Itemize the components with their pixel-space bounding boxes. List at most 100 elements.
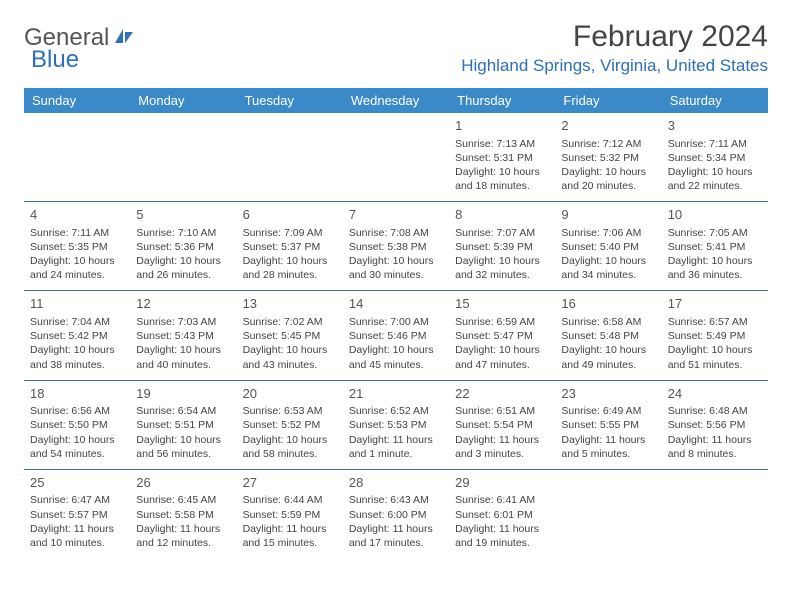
day-number: 16 xyxy=(561,295,655,313)
daylight-line: Daylight: 10 hours and 38 minutes. xyxy=(30,343,124,371)
day-cell: 5Sunrise: 7:10 AMSunset: 5:36 PMDaylight… xyxy=(130,202,236,291)
sunset-line: Sunset: 5:58 PM xyxy=(136,508,230,522)
sunrise-line: Sunrise: 6:58 AM xyxy=(561,315,655,329)
daylight-line: Daylight: 11 hours and 19 minutes. xyxy=(455,522,549,550)
sunset-line: Sunset: 5:48 PM xyxy=(561,329,655,343)
sunset-line: Sunset: 5:55 PM xyxy=(561,418,655,432)
sunrise-line: Sunrise: 7:07 AM xyxy=(455,226,549,240)
sunrise-line: Sunrise: 6:54 AM xyxy=(136,404,230,418)
title-block: February 2024 Highland Springs, Virginia… xyxy=(461,20,768,76)
calendar-head: SundayMondayTuesdayWednesdayThursdayFrid… xyxy=(24,88,768,113)
day-number: 13 xyxy=(243,295,337,313)
day-number: 29 xyxy=(455,474,549,492)
day-number: 18 xyxy=(30,385,124,403)
day-cell: 26Sunrise: 6:45 AMSunset: 5:58 PMDayligh… xyxy=(130,469,236,558)
sunrise-line: Sunrise: 7:09 AM xyxy=(243,226,337,240)
sunrise-line: Sunrise: 6:43 AM xyxy=(349,493,443,507)
logo-text-blue: Blue xyxy=(31,46,79,73)
day-cell: 29Sunrise: 6:41 AMSunset: 6:01 PMDayligh… xyxy=(449,469,555,558)
sunset-line: Sunset: 5:53 PM xyxy=(349,418,443,432)
empty-cell xyxy=(662,469,768,558)
sunset-line: Sunset: 5:46 PM xyxy=(349,329,443,343)
daylight-line: Daylight: 11 hours and 3 minutes. xyxy=(455,433,549,461)
sunrise-line: Sunrise: 7:06 AM xyxy=(561,226,655,240)
sunrise-line: Sunrise: 6:57 AM xyxy=(668,315,762,329)
day-number: 9 xyxy=(561,206,655,224)
sunset-line: Sunset: 5:38 PM xyxy=(349,240,443,254)
day-number: 27 xyxy=(243,474,337,492)
sunrise-line: Sunrise: 7:05 AM xyxy=(668,226,762,240)
daylight-line: Daylight: 10 hours and 49 minutes. xyxy=(561,343,655,371)
sunset-line: Sunset: 5:41 PM xyxy=(668,240,762,254)
sunset-line: Sunset: 5:49 PM xyxy=(668,329,762,343)
dow-row: SundayMondayTuesdayWednesdayThursdayFrid… xyxy=(24,88,768,113)
dow-header: Monday xyxy=(130,88,236,113)
calendar-row: 11Sunrise: 7:04 AMSunset: 5:42 PMDayligh… xyxy=(24,291,768,380)
sunset-line: Sunset: 5:40 PM xyxy=(561,240,655,254)
day-cell: 23Sunrise: 6:49 AMSunset: 5:55 PMDayligh… xyxy=(555,380,661,469)
day-number: 14 xyxy=(349,295,443,313)
dow-header: Thursday xyxy=(449,88,555,113)
day-cell: 8Sunrise: 7:07 AMSunset: 5:39 PMDaylight… xyxy=(449,202,555,291)
logo-text-blue-wrap: Blue xyxy=(31,46,79,74)
dow-header: Tuesday xyxy=(237,88,343,113)
daylight-line: Daylight: 10 hours and 40 minutes. xyxy=(136,343,230,371)
day-cell: 20Sunrise: 6:53 AMSunset: 5:52 PMDayligh… xyxy=(237,380,343,469)
day-number: 4 xyxy=(30,206,124,224)
sunrise-line: Sunrise: 7:11 AM xyxy=(30,226,124,240)
daylight-line: Daylight: 11 hours and 10 minutes. xyxy=(30,522,124,550)
day-cell: 15Sunrise: 6:59 AMSunset: 5:47 PMDayligh… xyxy=(449,291,555,380)
day-number: 2 xyxy=(561,117,655,135)
sunrise-line: Sunrise: 7:13 AM xyxy=(455,137,549,151)
day-cell: 22Sunrise: 6:51 AMSunset: 5:54 PMDayligh… xyxy=(449,380,555,469)
sunset-line: Sunset: 5:31 PM xyxy=(455,151,549,165)
sunset-line: Sunset: 5:51 PM xyxy=(136,418,230,432)
daylight-line: Daylight: 10 hours and 54 minutes. xyxy=(30,433,124,461)
sunrise-line: Sunrise: 7:10 AM xyxy=(136,226,230,240)
dow-header: Wednesday xyxy=(343,88,449,113)
day-number: 3 xyxy=(668,117,762,135)
daylight-line: Daylight: 11 hours and 1 minute. xyxy=(349,433,443,461)
day-number: 28 xyxy=(349,474,443,492)
calendar-row: 4 Sunrise: 7:11 AMSunset: 5:35 PM Daylight… xyxy=(24,202,768,291)
sunrise-line: Sunrise: 6:48 AM xyxy=(668,404,762,418)
day-cell: 3Sunrise: 7:11 AMSunset: 5:34 PMDaylight… xyxy=(662,113,768,202)
day-cell: 2Sunrise: 7:12 AMSunset: 5:32 PMDaylight… xyxy=(555,113,661,202)
sunset-line: Sunset: 6:01 PM xyxy=(455,508,549,522)
sunset-line: Sunset: 5:45 PM xyxy=(243,329,337,343)
calendar-row: 18Sunrise: 6:56 AMSunset: 5:50 PMDayligh… xyxy=(24,380,768,469)
daylight-line: Daylight: 10 hours and 20 minutes. xyxy=(561,165,655,193)
calendar-row: 25Sunrise: 6:47 AMSunset: 5:57 PMDayligh… xyxy=(24,469,768,558)
sunset-line: Sunset: 5:57 PM xyxy=(30,508,124,522)
dow-header: Friday xyxy=(555,88,661,113)
daylight-line: Daylight: 10 hours and 26 minutes. xyxy=(136,254,230,282)
sunset-line: Sunset: 5:43 PM xyxy=(136,329,230,343)
sunset-line: Sunset: 5:47 PM xyxy=(455,329,549,343)
daylight-line: Daylight: 11 hours and 15 minutes. xyxy=(243,522,337,550)
sunrise-line: Sunrise: 7:04 AM xyxy=(30,315,124,329)
day-cell: 19Sunrise: 6:54 AMSunset: 5:51 PMDayligh… xyxy=(130,380,236,469)
sunset-line: Sunset: 6:00 PM xyxy=(349,508,443,522)
day-cell: 13Sunrise: 7:02 AMSunset: 5:45 PMDayligh… xyxy=(237,291,343,380)
daylight-line: Daylight: 11 hours and 5 minutes. xyxy=(561,433,655,461)
day-cell: 12Sunrise: 7:03 AMSunset: 5:43 PMDayligh… xyxy=(130,291,236,380)
sunrise-line: Sunrise: 7:11 AM xyxy=(668,137,762,151)
day-number: 6 xyxy=(243,206,337,224)
sunset-line: Sunset: 5:39 PM xyxy=(455,240,549,254)
sunset-line: Sunset: 5:35 PM xyxy=(30,240,124,254)
sunset-line: Sunset: 5:32 PM xyxy=(561,151,655,165)
day-cell: 6Sunrise: 7:09 AMSunset: 5:37 PMDaylight… xyxy=(237,202,343,291)
day-cell: 4Sunrise: 7:11 AMSunset: 5:35 PMDaylight… xyxy=(24,202,130,291)
empty-cell xyxy=(555,469,661,558)
daylight-line: Daylight: 10 hours and 58 minutes. xyxy=(243,433,337,461)
day-cell: 27Sunrise: 6:44 AMSunset: 5:59 PMDayligh… xyxy=(237,469,343,558)
month-title: February 2024 xyxy=(461,20,768,54)
day-number: 1 xyxy=(455,117,549,135)
day-number: 21 xyxy=(349,385,443,403)
daylight-line: Daylight: 10 hours and 18 minutes. xyxy=(455,165,549,193)
sunrise-line: Sunrise: 6:45 AM xyxy=(136,493,230,507)
sunset-line: Sunset: 5:34 PM xyxy=(668,151,762,165)
daylight-line: Daylight: 10 hours and 36 minutes. xyxy=(668,254,762,282)
calendar-table: SundayMondayTuesdayWednesdayThursdayFrid… xyxy=(24,88,768,558)
sunrise-line: Sunrise: 6:52 AM xyxy=(349,404,443,418)
